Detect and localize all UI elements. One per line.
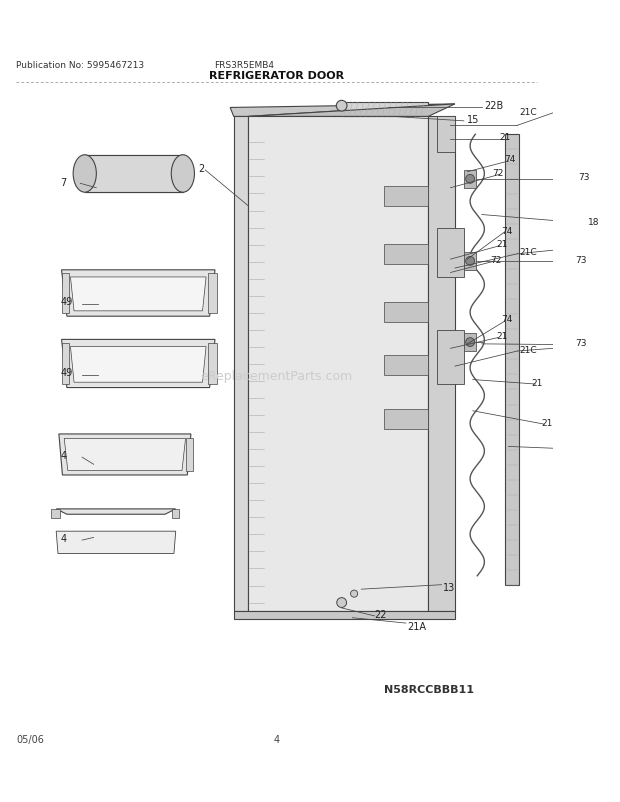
Polygon shape (464, 171, 476, 188)
Text: 4: 4 (273, 734, 280, 744)
Polygon shape (234, 612, 455, 619)
Circle shape (466, 175, 474, 184)
Polygon shape (172, 509, 179, 518)
Polygon shape (248, 105, 455, 117)
Text: 21: 21 (496, 240, 507, 249)
Text: eReplacementParts.com: eReplacementParts.com (200, 369, 353, 382)
Polygon shape (56, 509, 175, 515)
Text: 2: 2 (198, 164, 204, 174)
Polygon shape (230, 105, 455, 117)
Text: 74: 74 (502, 227, 513, 236)
Text: 4: 4 (61, 451, 67, 461)
Text: 72: 72 (490, 255, 501, 265)
Polygon shape (384, 187, 428, 206)
Circle shape (350, 590, 358, 597)
Text: 05/06: 05/06 (16, 734, 44, 744)
Polygon shape (437, 117, 455, 153)
Text: 21: 21 (496, 332, 507, 341)
Text: 18: 18 (588, 218, 600, 227)
Text: 22B: 22B (484, 101, 503, 111)
Polygon shape (208, 274, 217, 314)
Polygon shape (61, 343, 69, 384)
Text: 49: 49 (61, 368, 73, 378)
Text: 74: 74 (502, 315, 513, 324)
Text: Publication No: 5995467213: Publication No: 5995467213 (16, 61, 144, 70)
Circle shape (466, 257, 474, 266)
Polygon shape (384, 302, 428, 322)
Polygon shape (61, 340, 215, 388)
Polygon shape (71, 347, 206, 383)
Polygon shape (64, 439, 185, 471)
Polygon shape (185, 438, 193, 472)
Polygon shape (505, 135, 519, 585)
Ellipse shape (73, 156, 96, 193)
Text: 22: 22 (374, 610, 387, 619)
Text: 7: 7 (61, 177, 67, 188)
Text: FRS3R5EMB4: FRS3R5EMB4 (214, 61, 274, 70)
Text: 72: 72 (492, 169, 504, 178)
Polygon shape (208, 343, 217, 384)
Polygon shape (464, 253, 476, 270)
Text: 21: 21 (541, 419, 553, 427)
Text: 21: 21 (532, 379, 543, 387)
Circle shape (466, 338, 474, 347)
Text: 73: 73 (575, 255, 587, 265)
Polygon shape (234, 117, 248, 612)
Polygon shape (61, 274, 69, 314)
Polygon shape (464, 334, 476, 351)
Polygon shape (437, 331, 464, 384)
Polygon shape (384, 356, 428, 375)
Text: 21C: 21C (519, 346, 537, 354)
Polygon shape (428, 117, 455, 612)
Text: 73: 73 (578, 172, 590, 181)
Polygon shape (342, 103, 428, 117)
Polygon shape (59, 435, 191, 476)
Text: 49: 49 (61, 297, 73, 306)
Polygon shape (248, 117, 428, 612)
Text: N58RCCBBB11: N58RCCBBB11 (384, 684, 474, 695)
Text: 74: 74 (504, 155, 515, 164)
Text: REFRIGERATOR DOOR: REFRIGERATOR DOOR (209, 71, 344, 81)
Text: 21A: 21A (407, 621, 426, 631)
Polygon shape (56, 532, 175, 554)
Text: 73: 73 (575, 339, 587, 348)
Ellipse shape (171, 156, 195, 193)
Text: 21: 21 (500, 133, 511, 142)
Circle shape (336, 101, 347, 112)
Polygon shape (384, 245, 428, 264)
Polygon shape (61, 270, 215, 317)
Text: 37: 37 (619, 444, 620, 453)
Text: 21C: 21C (519, 107, 537, 116)
Circle shape (337, 598, 347, 608)
Text: 13: 13 (443, 583, 456, 593)
Polygon shape (384, 410, 428, 429)
Polygon shape (85, 156, 183, 193)
Polygon shape (437, 229, 464, 277)
Text: 21C: 21C (519, 248, 537, 257)
Polygon shape (51, 509, 60, 518)
Text: 4: 4 (61, 533, 67, 544)
Polygon shape (71, 277, 206, 311)
Text: 15: 15 (466, 115, 479, 125)
